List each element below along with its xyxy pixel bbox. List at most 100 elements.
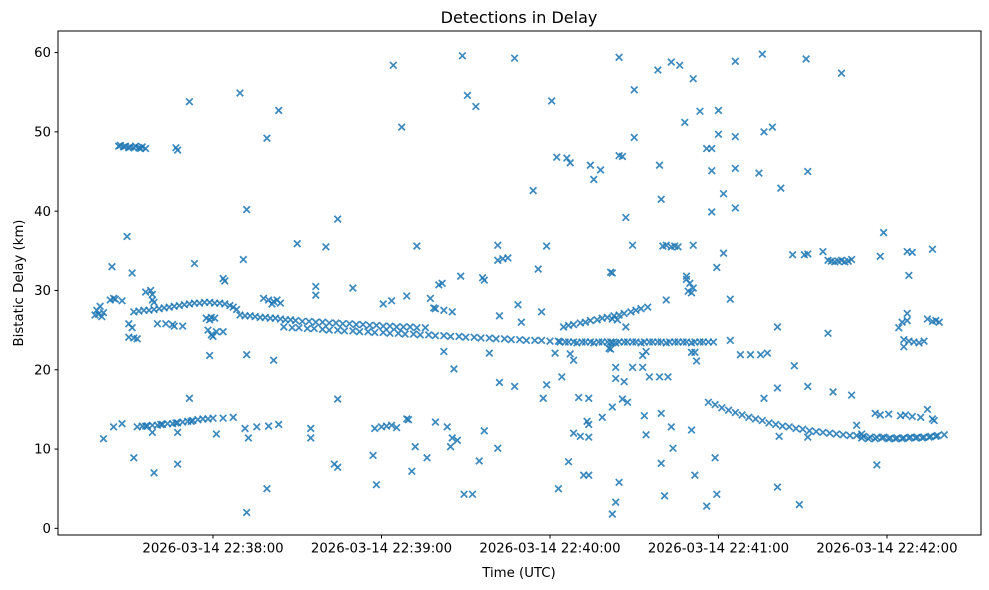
scatter-point	[379, 322, 388, 331]
scatter-point	[632, 306, 640, 315]
scatter-point	[355, 327, 364, 336]
scatter-point	[773, 483, 782, 492]
scatter-point	[219, 327, 228, 336]
scatter-point	[305, 317, 313, 326]
scatter-point	[640, 411, 649, 420]
scatter-point	[453, 436, 462, 445]
x-tick-label: 2026-03-14 22:39:00	[311, 542, 452, 557]
scatter-point	[615, 478, 623, 487]
scatter-point	[611, 498, 620, 507]
scatter-point	[219, 414, 228, 423]
scatter-point	[819, 428, 827, 437]
scatter-point	[325, 326, 334, 335]
scatter-point	[589, 175, 598, 184]
scatter-point	[872, 461, 881, 469]
scatter-point	[876, 411, 885, 419]
scatter-point	[738, 411, 746, 419]
scatter-point	[876, 252, 885, 261]
scatter-point	[707, 144, 716, 153]
scatter-point	[812, 427, 821, 436]
scatter-point	[340, 326, 349, 335]
scatter-point	[903, 309, 912, 318]
scatter-point	[458, 51, 467, 60]
scatter-point	[596, 166, 605, 174]
scatter-point	[128, 323, 137, 332]
scatter-point	[680, 118, 689, 127]
scatter-point	[96, 302, 105, 311]
scatter-point	[751, 415, 760, 423]
plot-area	[57, 30, 982, 536]
scatter-point	[689, 74, 698, 83]
scatter-point	[655, 161, 664, 170]
scatter-point	[421, 323, 430, 332]
scatter-point	[638, 363, 647, 372]
scatter-point	[928, 245, 937, 254]
scatter-point	[760, 394, 768, 403]
scatter-point	[359, 320, 367, 329]
scatter-point	[690, 348, 699, 357]
scatter-point	[463, 91, 472, 100]
scatter-point	[412, 323, 421, 332]
scatter-point	[569, 356, 578, 365]
scatter-point	[755, 169, 763, 177]
scatter-point	[325, 319, 334, 327]
scatter-point	[628, 363, 637, 372]
scatter-point	[657, 459, 666, 468]
scatter-point	[569, 320, 578, 329]
scatter-point	[146, 286, 155, 295]
scatter-point	[829, 388, 837, 396]
scatter-point	[185, 394, 194, 403]
scatter-point	[493, 241, 502, 250]
scatter-point	[574, 393, 583, 402]
scatter-point	[790, 361, 799, 370]
scatter-point	[150, 298, 158, 307]
scatter-point	[736, 350, 745, 359]
scatter-point	[97, 312, 106, 321]
scatter-point	[133, 334, 142, 343]
scatter-point	[690, 471, 699, 480]
scatter-point	[150, 468, 158, 477]
scatter-point	[495, 378, 504, 387]
scatter-point	[178, 322, 187, 331]
scatter-point	[805, 426, 814, 435]
scatter-point	[322, 242, 330, 251]
scatter-point	[689, 284, 698, 292]
scatter-point	[111, 295, 120, 304]
scatter-point	[412, 242, 421, 250]
scatter-point	[456, 272, 465, 281]
scatter-point	[584, 471, 593, 480]
scatter-point	[908, 248, 917, 257]
scatter-point	[731, 204, 740, 212]
scatter-point	[819, 247, 827, 256]
scatter-point	[333, 395, 342, 403]
scatter-point	[554, 484, 563, 493]
scatter-point	[871, 409, 880, 418]
scatter-point	[500, 334, 509, 343]
y-tick-label: 10	[34, 443, 51, 458]
scatter-point	[406, 323, 415, 331]
scatter-point	[857, 430, 866, 438]
scatter-point	[911, 434, 920, 442]
scatter-point	[129, 453, 138, 462]
scatter-point	[209, 414, 217, 423]
scatter-point	[918, 434, 927, 442]
scatter-point	[760, 127, 768, 136]
scatter-point	[704, 398, 713, 407]
scatter-point	[775, 432, 784, 441]
scatter-point	[402, 292, 411, 300]
x-tick-label: 2026-03-14 22:42:00	[816, 542, 957, 557]
scatter-point	[731, 408, 740, 417]
scatter-point	[537, 336, 546, 345]
scatter-point	[333, 463, 342, 472]
scatter-point	[884, 434, 893, 443]
scatter-point	[763, 349, 772, 357]
scatter-point	[687, 288, 696, 297]
scatter-point	[370, 328, 379, 337]
scatter-point	[923, 315, 932, 323]
scatter-point	[264, 422, 273, 430]
scatter-point	[711, 400, 720, 409]
scatter-point	[562, 154, 571, 162]
scatter-point	[687, 426, 696, 434]
scatter-point	[908, 412, 917, 421]
scatter-point	[242, 508, 251, 517]
